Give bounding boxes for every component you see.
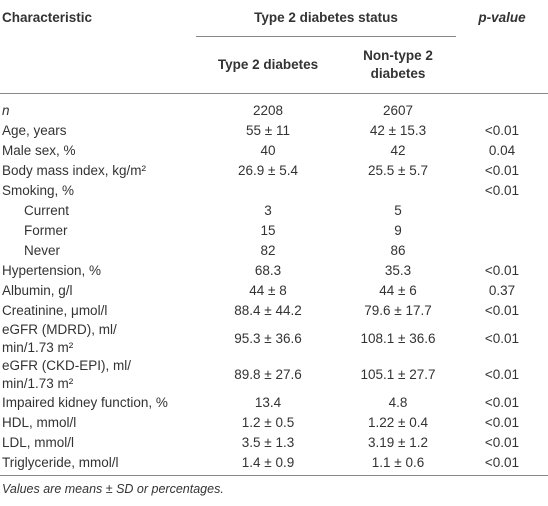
cell-value: 26.9 ± 5.4 xyxy=(238,163,298,178)
data-table: Characteristic Type 2 diabetes status p-… xyxy=(0,0,548,476)
cell-p-value xyxy=(456,94,548,122)
row-label: Never xyxy=(24,243,61,258)
row-label: Age, years xyxy=(2,123,67,138)
cell-p-value xyxy=(456,241,548,261)
cell-value: 55 ± 11 xyxy=(246,123,290,138)
header-column: Non-type 2 diabetes xyxy=(340,36,456,94)
table-row: Never 82 86 xyxy=(0,241,548,261)
cell-value: 1.2 ± 0.5 xyxy=(241,415,295,430)
cell-value: 82 xyxy=(260,243,276,258)
cell-value: 105.1 ± 27.7 xyxy=(360,367,436,382)
cell-value: 79.6 ± 17.7 xyxy=(364,303,432,318)
table-row: Body mass index, kg/m² 26.9 ± 5.4 25.5 ± 5… xyxy=(0,161,548,181)
table-row: eGFR (CKD-EPI), ml/ min/1.73 m² 89.8 ± 27… xyxy=(0,357,548,393)
cell-p-value: <0.01 xyxy=(484,415,520,430)
cell-value xyxy=(196,181,340,201)
cell-p-value: <0.01 xyxy=(484,395,520,410)
table-row: Current 3 5 xyxy=(0,201,548,221)
table-body: n 2208 2607 Age, years 55 ± 11 42 ± 15.3 <0.01… xyxy=(0,94,548,476)
cell-value: 1.22 ± 0.4 xyxy=(368,415,428,430)
row-label: Hypertension, % xyxy=(2,263,102,278)
cell-value: 86 xyxy=(390,243,406,258)
table-row: HDL, mmol/l 1.2 ± 0.5 1.22 ± 0.4 <0.01 xyxy=(0,413,548,433)
cell-value: 44 ± 8 xyxy=(249,283,287,298)
table-row: Triglyceride, mmol/l 1.4 ± 0.9 1.1 ± 0.6 <0… xyxy=(0,453,548,476)
cell-value: 88.4 ± 44.2 xyxy=(234,303,302,318)
table-row: eGFR (MDRD), ml/ min/1.73 m² 95.3 ± 36.6 1… xyxy=(0,321,548,357)
cell-value: 15 xyxy=(260,223,276,238)
cell-value: 35.3 xyxy=(384,263,412,278)
row-label: HDL, mmol/l xyxy=(2,415,77,430)
header-column: Type 2 diabetes xyxy=(196,36,340,94)
cell-p-value: <0.01 xyxy=(456,453,548,476)
table-row: Smoking, % <0.01 xyxy=(0,181,548,201)
table-row: n 2208 2607 xyxy=(0,94,548,122)
cell-p-value xyxy=(456,221,548,241)
cell-value: 95.3 ± 36.6 xyxy=(234,331,302,346)
cell-value: 9 xyxy=(394,223,402,238)
table-row: Hypertension, % 68.3 35.3 <0.01 xyxy=(0,261,548,281)
row-label: n xyxy=(2,103,10,118)
row-label: LDL, mmol/l xyxy=(2,435,75,450)
cell-value xyxy=(340,181,456,201)
row-label: eGFR (MDRD), ml/ min/1.73 m² xyxy=(2,322,117,355)
row-label: Triglyceride, mmol/l xyxy=(0,453,196,476)
cell-value: 2607 xyxy=(382,103,414,118)
row-label: Body mass index, kg/m² xyxy=(2,163,147,178)
header-group: Type 2 diabetes status xyxy=(196,0,456,37)
cell-value: 3.5 ± 1.3 xyxy=(241,435,295,450)
cell-value: 40 xyxy=(260,143,276,158)
cell-value: 44 ± 6 xyxy=(379,283,417,298)
table-row: Age, years 55 ± 11 42 ± 15.3 <0.01 xyxy=(0,121,548,141)
table-row: LDL, mmol/l 3.5 ± 1.3 3.19 ± 1.2 <0.01 xyxy=(0,433,548,453)
row-label: Current xyxy=(24,203,70,218)
row-label: Male sex, % xyxy=(2,143,76,158)
row-label: Albumin, g/l xyxy=(2,283,73,298)
cell-value: 1.1 ± 0.6 xyxy=(340,453,456,476)
cell-p-value: <0.01 xyxy=(484,263,520,278)
cell-p-value: <0.01 xyxy=(484,183,520,198)
cell-value: 42 xyxy=(390,143,406,158)
table-row: Impaired kidney function, % 13.4 4.8 <0.01 xyxy=(0,393,548,413)
cell-p-value: <0.01 xyxy=(484,331,520,346)
cell-p-value: <0.01 xyxy=(484,123,520,138)
cell-p-value: 0.37 xyxy=(488,283,516,298)
cell-value: 25.5 ± 5.7 xyxy=(368,163,428,178)
footnote: Values are means ± SD or percentages. xyxy=(2,482,224,496)
row-label: Smoking, % xyxy=(2,183,75,198)
cell-value: 68.3 xyxy=(254,263,282,278)
cell-value: 89.8 ± 27.6 xyxy=(234,367,302,382)
header-blank xyxy=(0,36,196,94)
row-label: eGFR (CKD-EPI), ml/ min/1.73 m² xyxy=(2,358,132,391)
header-blank xyxy=(456,36,548,94)
table-row: Creatinine, μmol/l 88.4 ± 44.2 79.6 ± 17.7… xyxy=(0,301,548,321)
cell-p-value xyxy=(456,201,548,221)
header-characteristic: Characteristic xyxy=(2,10,93,26)
cell-value: 13.4 xyxy=(254,395,282,410)
cell-p-value: 0.04 xyxy=(488,143,516,158)
table-row: Male sex, % 40 42 0.04 xyxy=(0,141,548,161)
cell-p-value: <0.01 xyxy=(484,367,520,382)
cell-value: 108.1 ± 36.6 xyxy=(360,331,436,346)
row-label: Former xyxy=(24,223,68,238)
cell-value: 2208 xyxy=(252,103,284,118)
cell-value: 3.19 ± 1.2 xyxy=(368,435,428,450)
row-label: Impaired kidney function, % xyxy=(2,395,168,410)
header-p-value: p-value xyxy=(478,10,526,26)
cell-p-value: <0.01 xyxy=(484,163,520,178)
table-row: Albumin, g/l 44 ± 8 44 ± 6 0.37 xyxy=(0,281,548,301)
cell-p-value: <0.01 xyxy=(484,303,520,318)
table-row: Former 15 9 xyxy=(0,221,548,241)
cell-value: 1.4 ± 0.9 xyxy=(196,453,340,476)
cell-value: 4.8 xyxy=(388,395,408,410)
row-label: Creatinine, μmol/l xyxy=(2,303,108,318)
cell-value: 5 xyxy=(394,203,402,218)
cell-p-value: <0.01 xyxy=(484,435,520,450)
cell-value: 3 xyxy=(264,203,272,218)
cell-value: 42 ± 15.3 xyxy=(369,123,427,138)
